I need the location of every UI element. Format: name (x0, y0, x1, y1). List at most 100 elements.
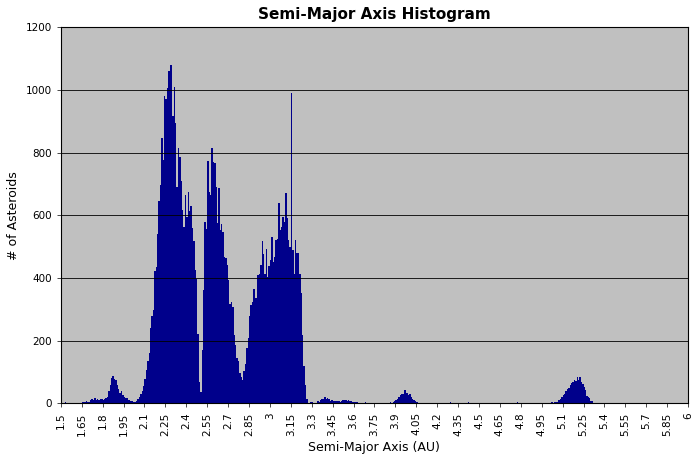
Bar (255, 298, 256, 403)
Bar (275, 240, 276, 403)
Bar (615, 402, 617, 403)
Bar (306, 400, 307, 403)
Bar (228, 280, 230, 403)
Bar (195, 270, 196, 403)
Bar (143, 386, 144, 403)
Bar (405, 390, 407, 403)
Bar (78, 402, 79, 403)
Bar (185, 195, 186, 403)
Bar (192, 228, 193, 403)
Bar (582, 384, 584, 403)
Bar (592, 401, 594, 403)
Bar (395, 401, 397, 403)
Bar (100, 399, 102, 403)
Bar (120, 390, 122, 403)
Bar (94, 397, 96, 403)
Bar (577, 377, 578, 403)
Bar (179, 157, 181, 403)
Bar (566, 390, 567, 403)
Bar (298, 253, 299, 403)
Bar (176, 187, 178, 403)
Bar (345, 400, 346, 403)
Bar (332, 402, 334, 403)
Bar (209, 192, 210, 403)
Bar (284, 222, 285, 403)
Bar (86, 402, 88, 403)
Bar (169, 65, 171, 403)
Bar (141, 391, 143, 403)
Bar (158, 201, 160, 403)
Bar (82, 402, 83, 403)
Bar (106, 398, 107, 403)
Bar (223, 232, 224, 403)
Bar (266, 249, 267, 403)
Bar (312, 402, 313, 403)
Bar (186, 218, 188, 403)
Bar (404, 390, 405, 403)
Bar (218, 188, 220, 403)
Bar (348, 401, 349, 403)
Bar (245, 364, 246, 403)
Bar (296, 253, 297, 403)
Bar (207, 161, 209, 403)
Bar (102, 399, 103, 403)
Bar (107, 396, 108, 403)
Bar (310, 402, 312, 403)
Bar (533, 402, 535, 403)
Bar (568, 388, 570, 403)
Bar (449, 402, 451, 403)
Bar (580, 377, 581, 403)
Bar (365, 402, 366, 403)
Bar (122, 396, 123, 403)
Bar (129, 400, 130, 403)
Bar (440, 402, 441, 403)
Bar (402, 394, 404, 403)
Bar (303, 366, 304, 403)
Bar (574, 380, 575, 403)
Bar (182, 210, 183, 403)
Bar (401, 394, 402, 403)
Bar (110, 385, 111, 403)
Bar (234, 335, 235, 403)
Bar (393, 402, 394, 403)
Bar (408, 395, 409, 403)
Bar (338, 401, 339, 403)
Bar (140, 394, 141, 403)
Bar (299, 274, 300, 403)
Bar (323, 399, 324, 403)
Bar (282, 217, 284, 403)
Bar (136, 401, 137, 403)
Bar (573, 382, 574, 403)
Bar (567, 390, 568, 403)
Bar (398, 397, 400, 403)
Bar (300, 293, 302, 403)
Bar (126, 397, 127, 403)
Bar (137, 399, 139, 403)
Bar (103, 400, 104, 403)
Bar (125, 398, 126, 403)
Bar (584, 387, 585, 403)
Bar (97, 400, 99, 403)
Bar (113, 379, 115, 403)
Bar (400, 396, 401, 403)
Bar (119, 393, 120, 403)
Bar (232, 307, 234, 403)
Bar (239, 372, 241, 403)
Bar (262, 241, 263, 403)
Bar (127, 400, 129, 403)
Bar (327, 398, 328, 403)
Bar (165, 99, 167, 403)
Bar (276, 239, 278, 403)
Bar (133, 402, 134, 403)
Bar (111, 378, 113, 403)
Bar (317, 401, 318, 403)
Bar (183, 227, 185, 403)
Bar (407, 393, 408, 403)
Bar (468, 402, 469, 403)
Bar (552, 402, 553, 403)
Bar (293, 274, 295, 403)
Bar (202, 350, 203, 403)
Bar (455, 402, 456, 403)
Bar (346, 402, 348, 403)
Bar (571, 384, 573, 403)
